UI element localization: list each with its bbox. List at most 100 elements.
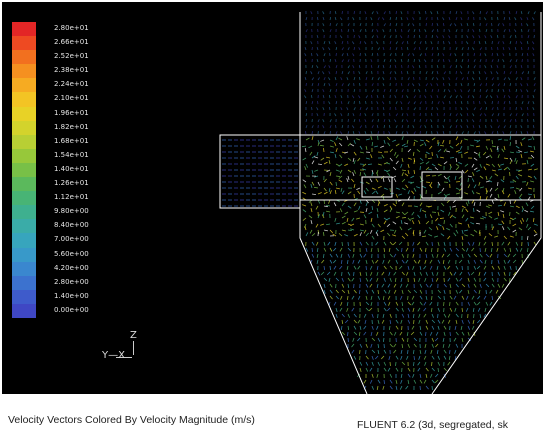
vector-arrow [352, 157, 355, 162]
vector-arrow [491, 277, 495, 282]
vector-arrow [383, 247, 386, 253]
vector-arrow [401, 289, 404, 294]
vector-arrow [425, 213, 427, 219]
vector-arrow [461, 283, 466, 288]
vector-arrow [389, 385, 393, 390]
vector-arrow [317, 142, 320, 147]
vector-arrow [311, 233, 316, 237]
vector-arrow [419, 125, 422, 129]
vector-arrow [454, 101, 457, 105]
vector-arrow [532, 101, 535, 105]
vector-arrow [431, 53, 434, 57]
vector-arrow [351, 41, 355, 45]
vector-arrow [392, 203, 397, 207]
vector-arrow [323, 187, 327, 192]
graphics-viewport[interactable]: 2.80e+01 2.66e+01 2.52e+01 2.38e+01 2.24e+01… [2, 2, 543, 394]
vector-arrow [341, 331, 346, 336]
vector-arrow [424, 343, 427, 348]
vector-arrow [473, 82, 476, 87]
vector-arrow [497, 23, 500, 27]
vector-arrow [532, 47, 535, 51]
vector-arrow [411, 190, 415, 195]
velocity-vector-field [219, 10, 542, 394]
legend-entry: 2.52e+01 [12, 50, 112, 65]
vector-arrow [467, 64, 470, 69]
vector-arrow [405, 385, 409, 390]
vector-arrow [401, 301, 403, 307]
vector-arrow [310, 94, 313, 99]
vector-arrow [357, 190, 361, 195]
vector-arrow [489, 175, 493, 180]
vector-arrow [472, 172, 475, 177]
vector-arrow [428, 205, 433, 208]
vector-arrow [496, 130, 499, 135]
vector-arrow [359, 325, 362, 330]
vector-arrow [320, 223, 325, 226]
vector-arrow [442, 259, 445, 265]
vector-arrow [364, 41, 367, 45]
vector-arrow [413, 47, 416, 51]
vector-arrow [533, 11, 536, 15]
vector-arrow [491, 77, 494, 81]
vector-arrow [371, 349, 376, 354]
vector-arrow [383, 349, 387, 354]
vector-arrow [502, 214, 505, 219]
vector-arrow [503, 82, 506, 87]
legend-label: 1.68e+01 [54, 136, 89, 145]
vector-arrow [407, 349, 409, 355]
vector-arrow [521, 137, 526, 141]
vector-arrow [341, 53, 344, 57]
vector-arrow [421, 235, 427, 238]
vector-arrow [472, 95, 475, 99]
vector-arrow [382, 385, 385, 390]
vector-arrow [359, 76, 361, 81]
vector-arrow [526, 106, 529, 111]
vector-arrow [413, 289, 418, 294]
vector-arrow [377, 289, 379, 295]
vector-arrow [431, 355, 435, 360]
vector-arrow [371, 125, 374, 129]
vector-arrow [518, 174, 523, 177]
legend-swatch [12, 205, 36, 220]
vector-arrow [358, 119, 361, 123]
vector-arrow [489, 301, 493, 306]
vector-arrow [479, 195, 482, 201]
vector-arrow [533, 229, 537, 234]
vector-arrow [364, 53, 367, 57]
vector-arrow [400, 35, 403, 39]
vector-arrow [460, 95, 463, 99]
legend-swatch [12, 134, 36, 149]
vector-arrow [437, 367, 439, 373]
vector-arrow [328, 71, 331, 75]
vector-arrow [371, 52, 374, 57]
vector-arrow [530, 150, 535, 153]
vector-arrow [491, 163, 495, 168]
vector-arrow [467, 58, 470, 63]
vector-arrow [359, 361, 363, 366]
vector-arrow [455, 47, 458, 51]
vector-arrow [512, 179, 517, 183]
legend-label: 2.52e+01 [54, 52, 89, 61]
vector-arrow [483, 151, 487, 156]
vector-arrow [455, 163, 460, 167]
vector-arrow [339, 169, 343, 174]
legend-entry: 1.40e+01 [12, 162, 112, 178]
vector-arrow [443, 289, 446, 294]
vector-arrow [458, 259, 463, 264]
vector-arrow [419, 331, 423, 336]
vector-arrow [322, 95, 325, 99]
vector-arrow [502, 131, 505, 135]
vector-arrow [431, 325, 435, 330]
vector-arrow [395, 16, 397, 21]
vector-arrow [437, 319, 441, 324]
vector-arrow [370, 154, 373, 159]
vector-arrow [412, 151, 415, 157]
vector-arrow [347, 289, 350, 294]
vector-arrow [512, 223, 517, 227]
vector-arrow [311, 155, 316, 159]
legend-swatch [12, 22, 36, 37]
vector-arrow [310, 71, 313, 75]
vector-arrow [389, 331, 393, 336]
vector-arrow [509, 265, 512, 270]
legend-entry: 2.80e+01 [12, 22, 112, 37]
